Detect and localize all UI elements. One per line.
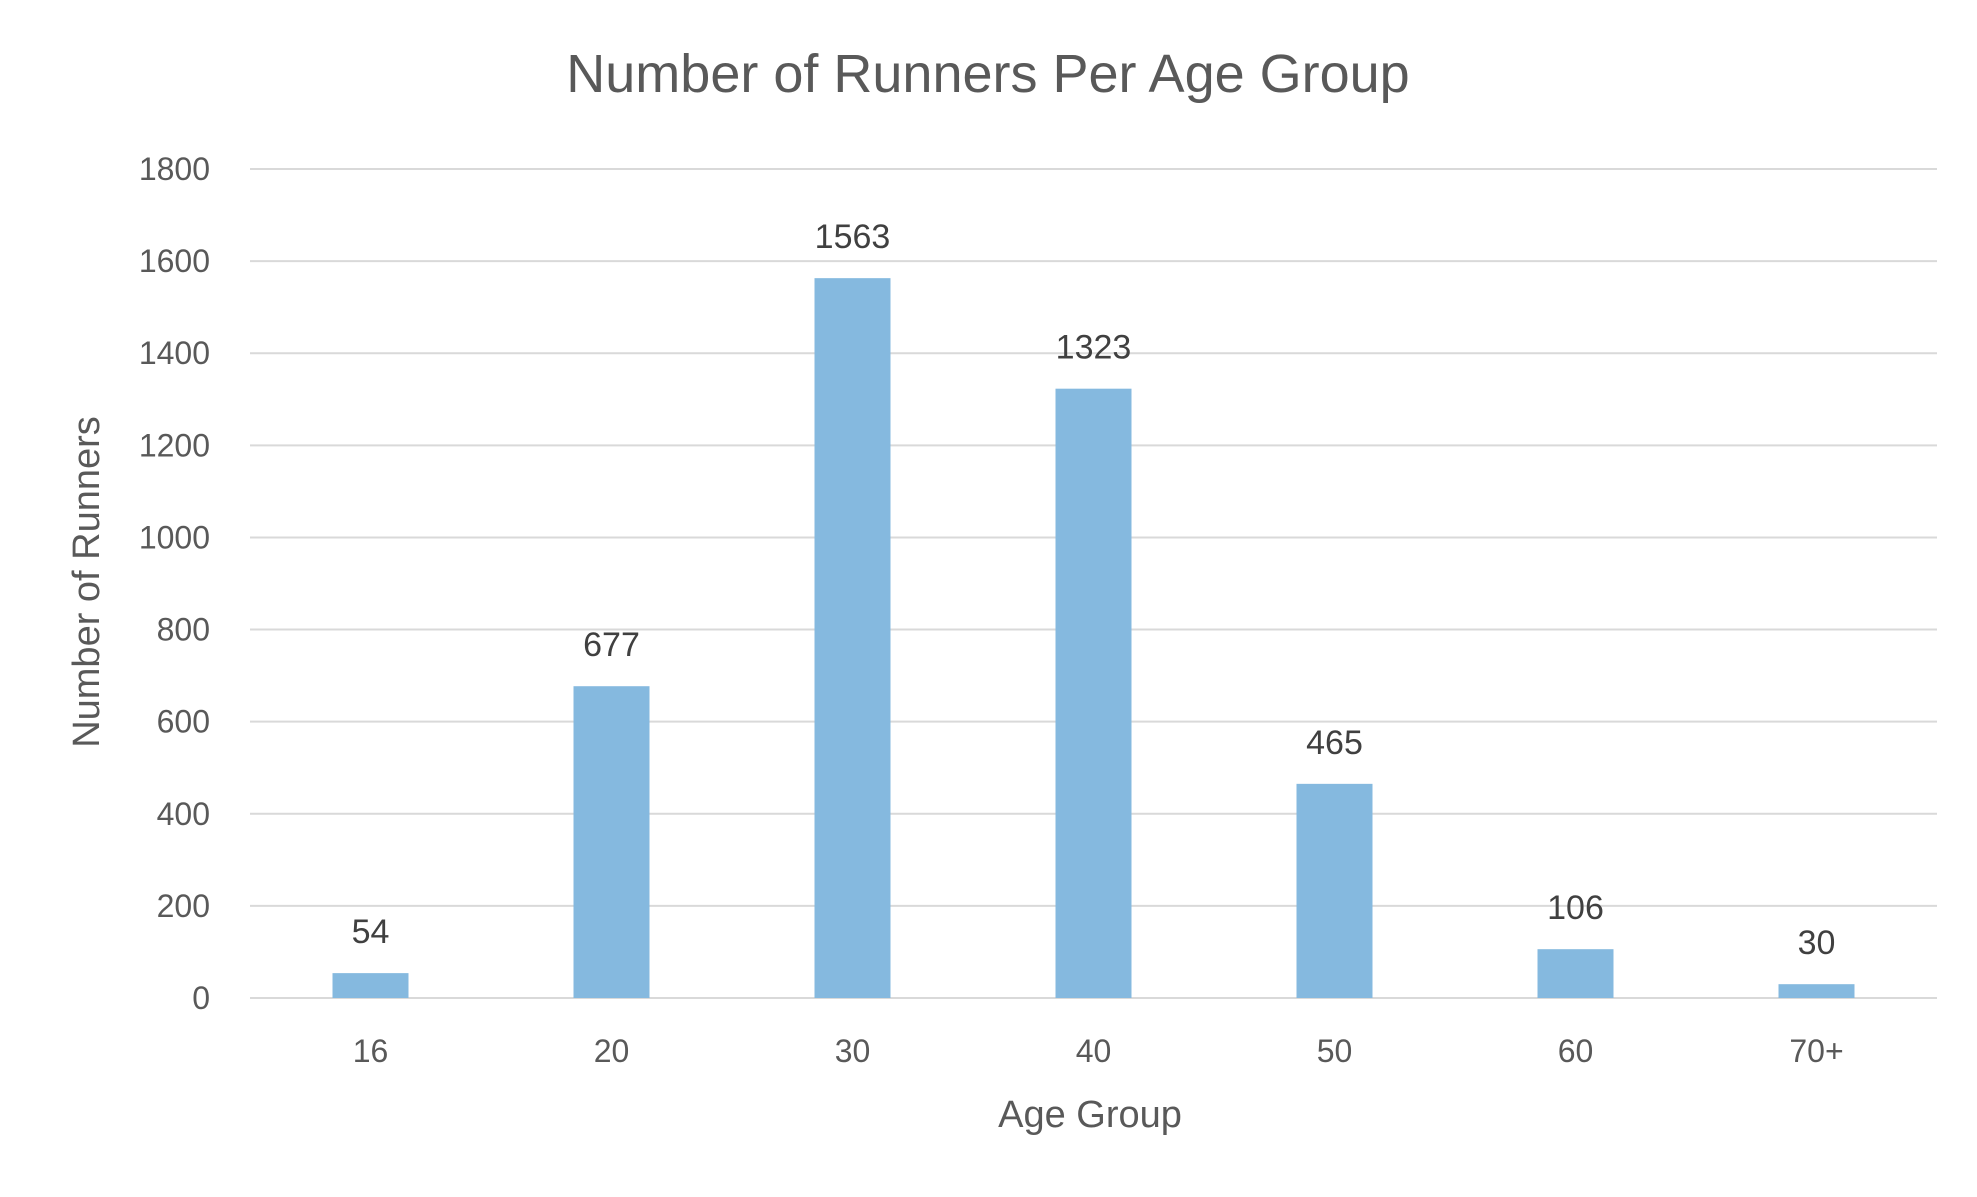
bar bbox=[573, 686, 650, 998]
x-tick-label: 50 bbox=[1317, 1033, 1353, 1069]
x-axis-ticks: 16 20 30 40 50 60 70+ bbox=[353, 1033, 1844, 1069]
x-tick-label: 16 bbox=[353, 1033, 389, 1069]
y-tick-label: 600 bbox=[157, 704, 210, 740]
y-axis-title: Number of Runners bbox=[66, 416, 108, 748]
bar bbox=[1055, 388, 1132, 998]
data-label: 30 bbox=[1798, 924, 1836, 962]
bar bbox=[814, 278, 891, 998]
x-tick-label: 40 bbox=[1076, 1033, 1112, 1069]
y-tick-label: 1600 bbox=[139, 243, 210, 279]
bars bbox=[332, 278, 1855, 998]
bar bbox=[332, 973, 409, 998]
data-label: 54 bbox=[352, 913, 390, 951]
y-axis-ticks: 0 200 400 600 800 1000 1200 1400 1600 1800 bbox=[139, 151, 210, 1016]
data-labels: 54 677 1563 1323 465 106 30 bbox=[352, 218, 1836, 962]
x-axis-title: Age Group bbox=[998, 1094, 1182, 1136]
x-tick-label: 20 bbox=[594, 1033, 630, 1069]
chart-title: Number of Runners Per Age Group bbox=[566, 44, 1409, 104]
data-label: 677 bbox=[583, 626, 640, 664]
y-tick-label: 200 bbox=[157, 888, 210, 924]
y-tick-label: 800 bbox=[157, 612, 210, 648]
y-tick-label: 1400 bbox=[139, 335, 210, 371]
bar bbox=[1537, 949, 1614, 998]
data-label: 465 bbox=[1306, 724, 1363, 762]
y-tick-label: 0 bbox=[192, 980, 210, 1016]
bar bbox=[1296, 783, 1373, 998]
y-tick-label: 1800 bbox=[139, 151, 210, 187]
x-tick-label: 60 bbox=[1558, 1033, 1594, 1069]
y-tick-label: 400 bbox=[157, 796, 210, 832]
data-label: 106 bbox=[1547, 889, 1604, 927]
x-tick-label: 30 bbox=[835, 1033, 871, 1069]
bar bbox=[1778, 984, 1855, 998]
y-tick-label: 1200 bbox=[139, 427, 210, 463]
data-label: 1563 bbox=[815, 218, 891, 256]
data-label: 1323 bbox=[1056, 329, 1132, 367]
x-tick-label: 70+ bbox=[1789, 1033, 1843, 1069]
y-tick-label: 1000 bbox=[139, 519, 210, 555]
